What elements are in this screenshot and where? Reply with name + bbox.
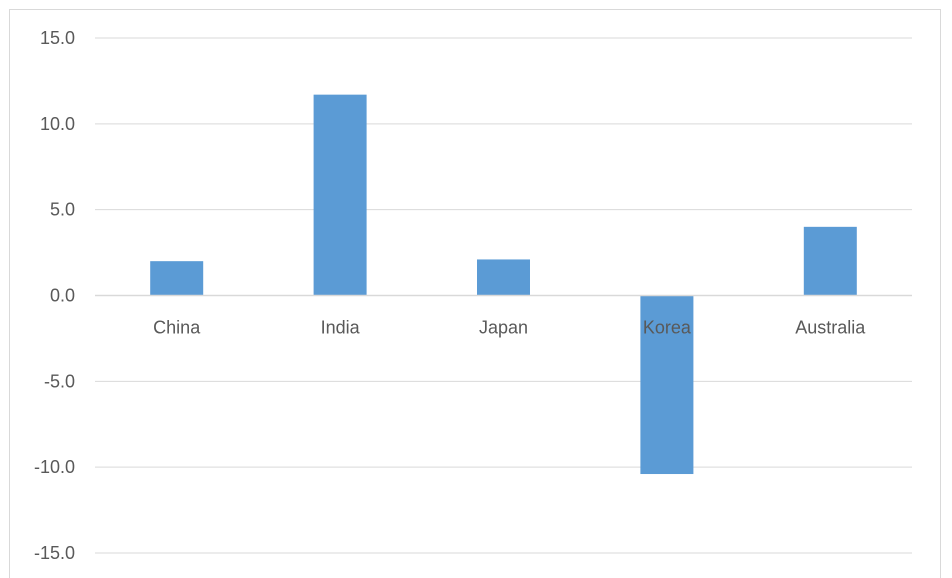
y-tick-label: 0.0 <box>50 286 75 306</box>
category-label-japan: Japan <box>479 318 528 338</box>
x-axis-category-labels: China India Japan Korea Australia <box>153 318 866 338</box>
bar-china <box>150 261 204 296</box>
bar-korea <box>640 295 694 475</box>
y-tick-label: 10.0 <box>40 114 75 134</box>
y-tick-label: 15.0 <box>40 28 75 48</box>
category-label-india: India <box>321 318 361 338</box>
gridlines <box>95 37 912 554</box>
y-tick-label: 5.0 <box>50 200 75 220</box>
bars <box>150 94 857 475</box>
bar-australia <box>803 226 857 296</box>
bar-japan <box>477 259 530 296</box>
category-label-australia: Australia <box>795 318 866 338</box>
category-label-korea: Korea <box>643 318 692 338</box>
y-tick-label: -10.0 <box>34 457 75 477</box>
y-tick-label: -15.0 <box>34 543 75 563</box>
y-axis-tick-labels: 15.0 10.0 5.0 0.0 -5.0 -10.0 -15.0 <box>34 28 75 563</box>
y-tick-label: -5.0 <box>44 371 75 391</box>
bar-india <box>313 94 367 296</box>
category-label-china: China <box>153 318 201 338</box>
